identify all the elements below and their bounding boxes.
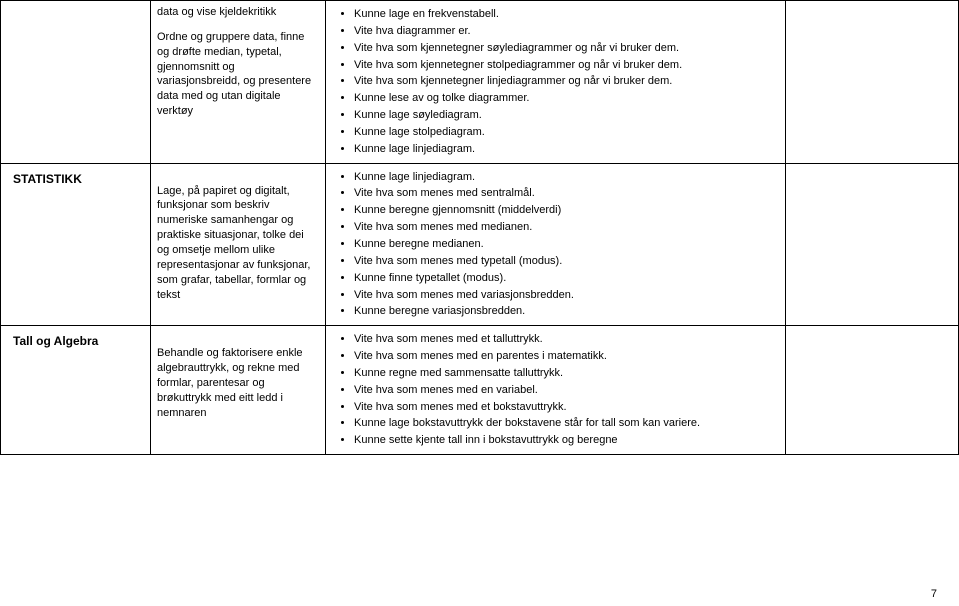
list-item: Vite hva som menes med et talluttrykk. (354, 332, 779, 347)
list-item: Vite hva som kjennetegner søylediagramme… (354, 41, 779, 56)
list-item: Kunne lage linjediagram. (354, 170, 779, 185)
empty-cell (786, 1, 959, 164)
list-item: Kunne lage linjediagram. (354, 142, 779, 157)
list-item: Vite hva som menes med en parentes i mat… (354, 349, 779, 364)
learning-objectives-list: Vite hva som menes med et talluttrykk. Vi… (332, 332, 779, 448)
list-item: Vite hva som kjennetegner linjediagramme… (354, 74, 779, 89)
section-label: Tall og Algebra (7, 330, 144, 352)
list-item: Vite hva som menes med sentralmål. (354, 186, 779, 201)
curriculum-table: data og vise kjeldekritikk Ordne og grupp… (0, 0, 959, 455)
list-item: Vite hva som menes med variasjonsbredden… (354, 288, 779, 303)
competence-goal-cell: Lage, på papiret og digitalt, funksjonar… (151, 163, 326, 326)
learning-objectives-list: Kunne lage en frekvenstabell. Vite hva di… (332, 7, 779, 157)
section-label-cell: Tall og Algebra (1, 326, 151, 455)
list-item: Kunne lage søylediagram. (354, 108, 779, 123)
empty-cell (786, 326, 959, 455)
competence-goal-text: data og vise kjeldekritikk (157, 5, 319, 20)
competence-goal-text: Ordne og gruppere data, finne og drøfte … (157, 30, 319, 119)
competence-goal-text: Lage, på papiret og digitalt, funksjonar… (157, 184, 319, 303)
competence-goal-cell: data og vise kjeldekritikk Ordne og grupp… (151, 1, 326, 164)
list-item: Kunne lage stolpediagram. (354, 125, 779, 140)
list-item: Vite hva som menes med en variabel. (354, 383, 779, 398)
list-item: Kunne beregne variasjonsbredden. (354, 304, 779, 319)
list-item: Kunne regne med sammensatte talluttrykk. (354, 366, 779, 381)
competence-goal-cell: Behandle og faktorisere enkle algebrautt… (151, 326, 326, 455)
section-label-cell (1, 1, 151, 164)
list-item: Kunne beregne gjennomsnitt (middelverdi) (354, 203, 779, 218)
section-label: STATISTIKK (7, 168, 144, 190)
list-item: Kunne lage en frekvenstabell. (354, 7, 779, 22)
section-label-cell: STATISTIKK (1, 163, 151, 326)
list-item: Vite hva som menes med typetall (modus). (354, 254, 779, 269)
page-number: 7 (931, 588, 937, 600)
learning-objectives-cell: Vite hva som menes med et talluttrykk. Vi… (326, 326, 786, 455)
learning-objectives-list: Kunne lage linjediagram.Vite hva som men… (332, 170, 779, 320)
learning-objectives-cell: Kunne lage en frekvenstabell. Vite hva di… (326, 1, 786, 164)
list-item: Kunne beregne medianen. (354, 237, 779, 252)
list-item: Kunne lese av og tolke diagrammer. (354, 91, 779, 106)
list-item: Vite hva som menes med et bokstavuttrykk… (354, 400, 779, 415)
empty-cell (786, 163, 959, 326)
learning-objectives-cell: Kunne lage linjediagram.Vite hva som men… (326, 163, 786, 326)
list-item: Kunne finne typetallet (modus). (354, 271, 779, 286)
list-item: Vite hva som menes med medianen. (354, 220, 779, 235)
list-item: Kunne lage bokstavuttrykk der bokstavene… (354, 416, 779, 431)
list-item: Kunne sette kjente tall inn i bokstavutt… (354, 433, 779, 448)
list-item: Vite hva diagrammer er. (354, 24, 779, 39)
list-item: Vite hva som kjennetegner stolpediagramm… (354, 58, 779, 73)
competence-goal-text: Behandle og faktorisere enkle algebrautt… (157, 346, 319, 420)
